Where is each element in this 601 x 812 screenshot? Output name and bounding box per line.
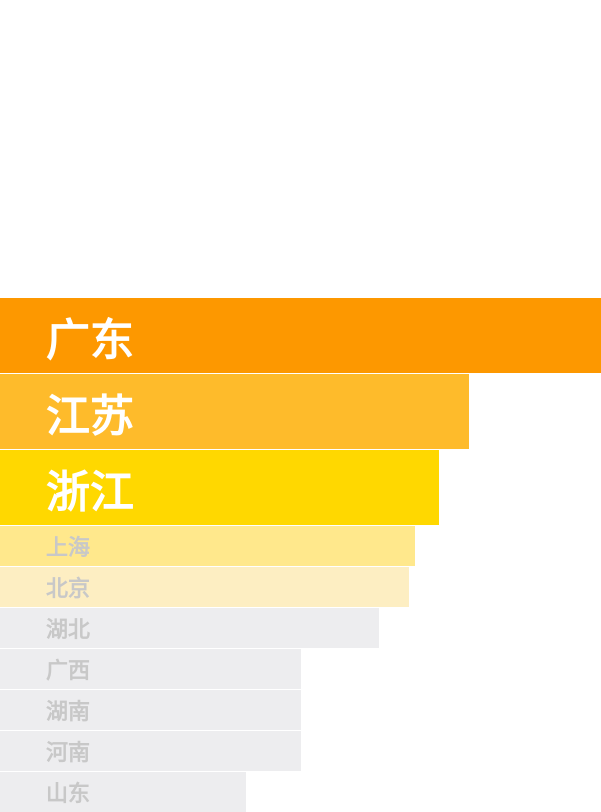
bar-label: 广西	[46, 658, 91, 684]
bar-label: 湖北	[46, 617, 91, 643]
bar-label: 上海	[46, 535, 91, 561]
bar-label: 浙江	[46, 466, 134, 518]
bar-label: 江苏	[46, 390, 134, 442]
bar-6: 湖北	[0, 608, 379, 648]
bar-5: 北京	[0, 567, 409, 607]
bar-7: 广西	[0, 649, 301, 689]
bar-3: 浙江	[0, 450, 439, 525]
bar-label: 山东	[46, 781, 91, 807]
bar-label: 广东	[46, 314, 134, 366]
bar-10: 山东	[0, 772, 246, 812]
bar-2: 江苏	[0, 374, 469, 449]
bar-label: 湖南	[46, 699, 91, 725]
bar-9: 河南	[0, 731, 301, 771]
bar-label: 河南	[46, 740, 91, 766]
bar-4: 上海	[0, 526, 415, 566]
bar-label: 北京	[46, 576, 91, 602]
bar-1: 广东	[0, 298, 601, 373]
bar-8: 湖南	[0, 690, 301, 730]
